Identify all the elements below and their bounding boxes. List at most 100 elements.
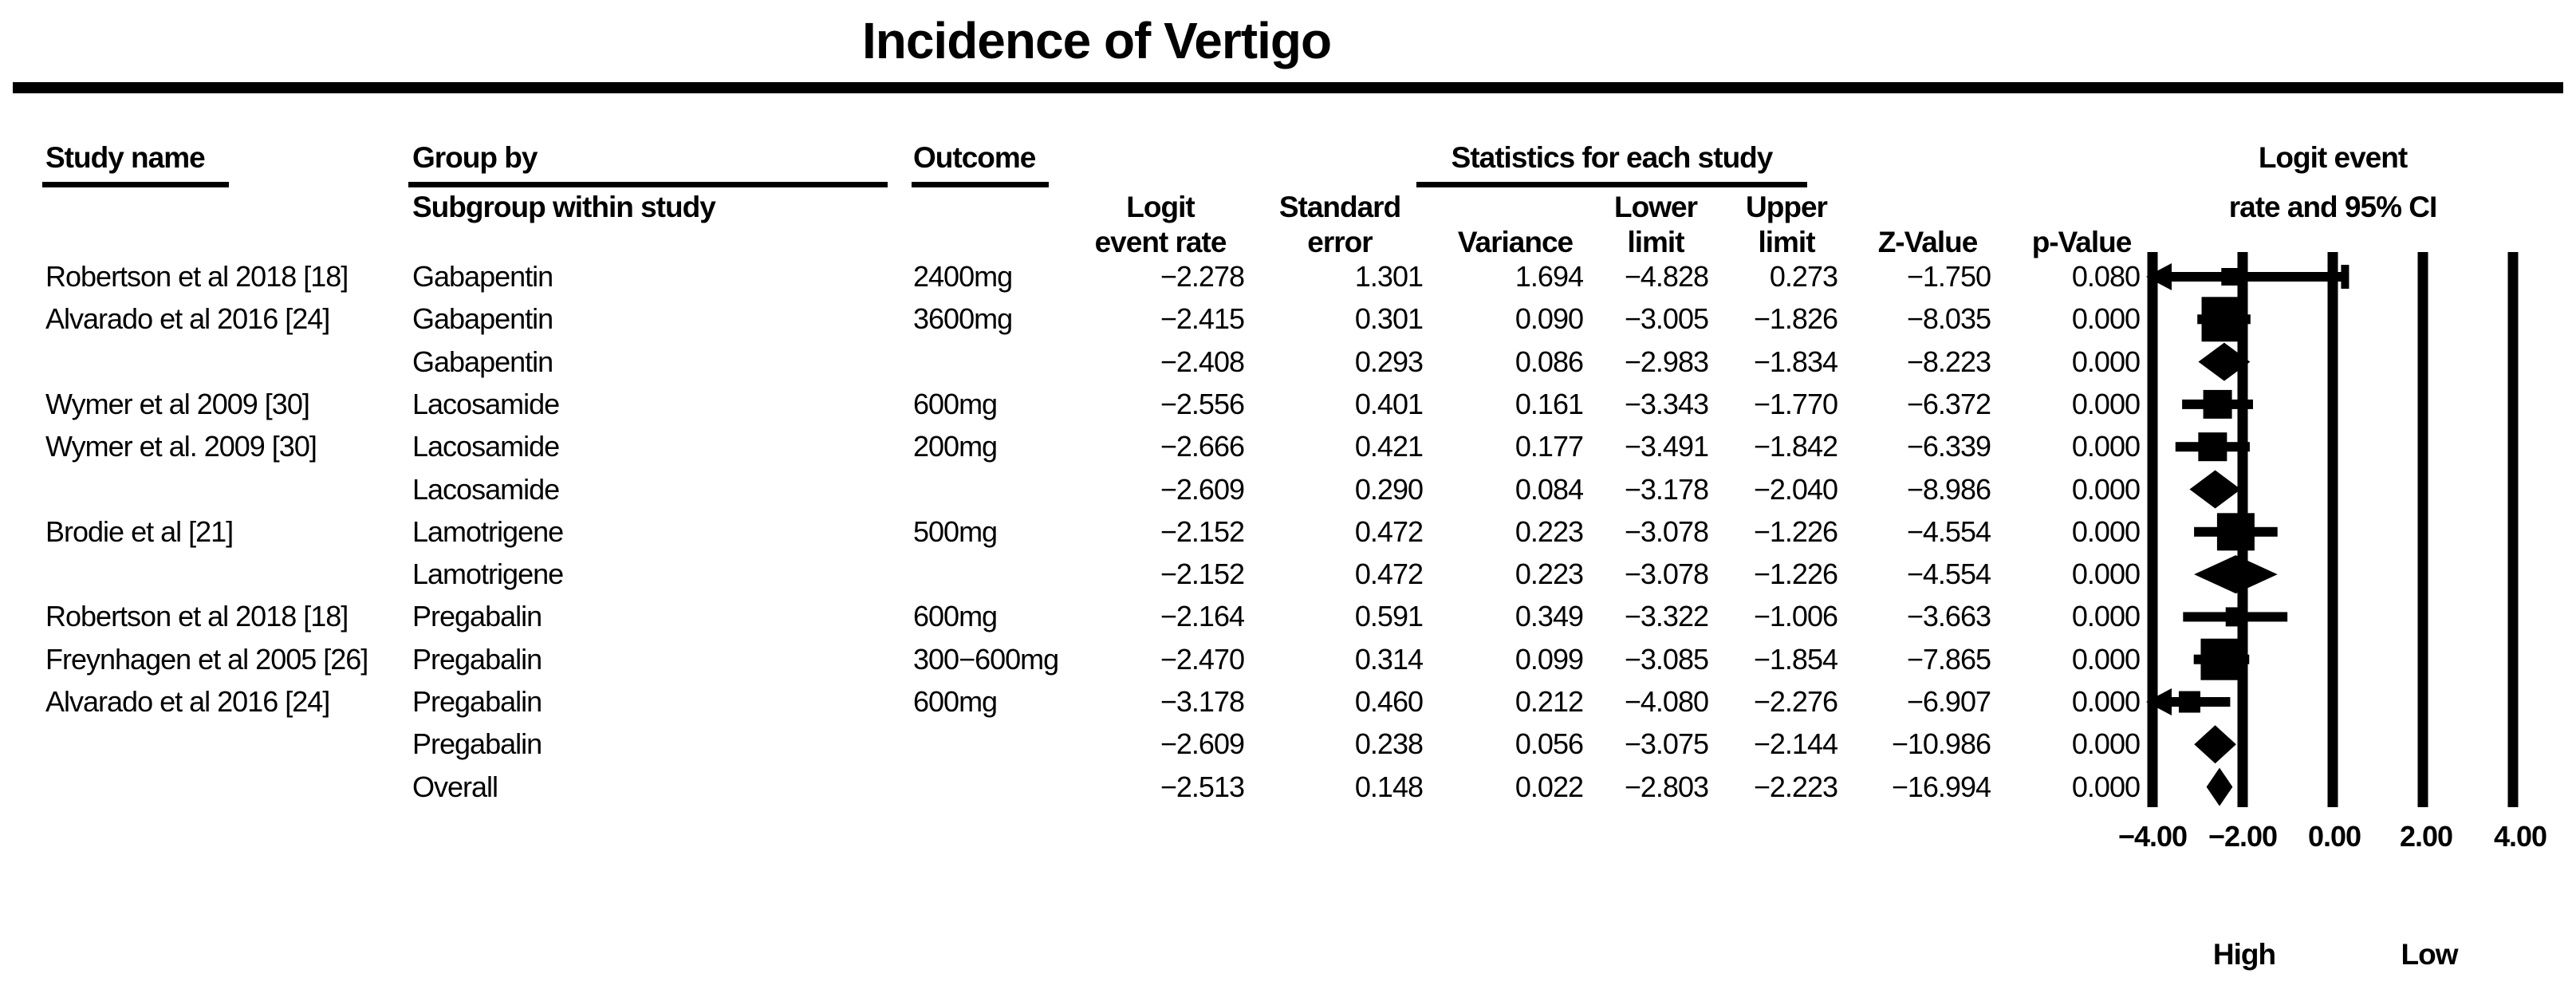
col-header-se-line2: error <box>1307 226 1373 258</box>
cell-z-value: −16.994 <box>1891 770 1991 803</box>
header-rule <box>13 82 2563 93</box>
study-name-underline <box>42 182 229 187</box>
effect-square <box>2201 297 2247 342</box>
effect-square <box>2198 432 2227 462</box>
cell-lower-limit: −3.078 <box>1624 514 1709 548</box>
cell-upper-limit: −1.834 <box>1753 345 1838 378</box>
cell-p-value: 0.000 <box>2071 514 2141 548</box>
cell-lower-limit: −3.075 <box>1624 727 1709 761</box>
cell-outcome: 200mg <box>913 430 998 463</box>
cell-variance: 0.090 <box>1514 302 1584 336</box>
cell-study-name: Robertson et al 2018 [18] <box>45 600 349 633</box>
cell-variance: 0.022 <box>1514 770 1584 803</box>
cell-logit-event-rate: −2.152 <box>1160 558 1245 591</box>
cell-group: Lacosamide <box>412 472 560 506</box>
cell-lower-limit: −4.080 <box>1624 685 1709 718</box>
cell-p-value: 0.000 <box>2071 727 2141 761</box>
cell-outcome: 500mg <box>913 514 998 548</box>
cell-upper-limit: −1.226 <box>1753 558 1838 591</box>
table-row: Robertson et al 2018 [18] Gabapentin 2400m… <box>0 260 2576 294</box>
cell-p-value: 0.000 <box>2071 387 2141 420</box>
statistics-underline <box>1416 182 1807 187</box>
cell-upper-limit: −2.144 <box>1753 727 1838 761</box>
cell-p-value: 0.000 <box>2071 685 2141 718</box>
cell-study-name: Brodie et al [21] <box>45 514 234 548</box>
overall-diamond <box>2206 767 2233 806</box>
cell-logit-event-rate: −2.470 <box>1160 642 1245 676</box>
cell-lower-limit: −2.983 <box>1624 345 1709 378</box>
col-header-se-line1: Standard <box>1278 191 1401 223</box>
cell-outcome: 300−600mg <box>913 642 1059 676</box>
cell-upper-limit: −1.226 <box>1753 514 1838 548</box>
effect-square <box>2203 389 2232 419</box>
cell-group: Gabapentin <box>412 302 553 336</box>
table-row: Lamotrigene −2.152 0.472 0.223 −3.078 −1.226 −… <box>0 558 2576 591</box>
cell-logit-event-rate: −2.164 <box>1160 600 1245 633</box>
ci-clipped-left-arrow <box>2146 688 2172 715</box>
cell-logit-event-rate: −2.609 <box>1160 727 1245 761</box>
effect-square <box>2225 607 2245 627</box>
cell-variance: 0.099 <box>1514 642 1584 676</box>
cell-lower-limit: −3.078 <box>1624 558 1709 591</box>
cell-upper-limit: −1.854 <box>1753 642 1838 676</box>
effect-square <box>2178 691 2200 713</box>
cell-standard-error: 0.401 <box>1354 387 1424 420</box>
cell-z-value: −4.554 <box>1906 514 1991 548</box>
cell-standard-error: 0.293 <box>1354 345 1424 378</box>
col-header-subgroup: Subgroup within study <box>412 191 716 223</box>
cell-p-value: 0.000 <box>2071 642 2141 676</box>
col-header-logit-line1: Logit <box>1126 191 1195 223</box>
cell-p-value: 0.000 <box>2071 302 2141 336</box>
cell-logit-event-rate: −2.666 <box>1160 430 1245 463</box>
cell-study-name: Wymer et al. 2009 [30] <box>45 430 317 463</box>
cell-group: Pregabalin <box>412 600 542 633</box>
cell-lower-limit: −3.491 <box>1624 430 1709 463</box>
cell-upper-limit: −2.276 <box>1753 685 1838 718</box>
table-row: Brodie et al [21] Lamotrigene 500mg −2.152 0… <box>0 515 2576 549</box>
table-row: Alvarado et al 2016 [24] Pregabalin 600mg −… <box>0 685 2576 719</box>
cell-standard-error: 0.238 <box>1354 727 1424 761</box>
cell-study-name: Wymer et al 2009 [30] <box>45 387 310 420</box>
pooled-diamond <box>2189 470 2241 509</box>
col-header-upper-line1: Upper <box>1746 191 1828 223</box>
ci-whisker <box>2153 272 2346 282</box>
col-header-statistics-group: Statistics for each study <box>1451 141 1774 174</box>
cell-outcome: 600mg <box>913 387 998 420</box>
cell-standard-error: 0.314 <box>1354 642 1424 676</box>
col-header-logit-line2: event rate <box>1094 226 1227 258</box>
cell-lower-limit: −3.178 <box>1624 472 1709 506</box>
effect-square <box>2216 513 2255 551</box>
direction-label-high: High <box>2212 938 2276 971</box>
col-header-lower-line2: limit <box>1627 226 1684 258</box>
axis-tick-label: −2.00 <box>2208 820 2278 853</box>
outcome-underline <box>912 182 1049 187</box>
cell-variance: 0.349 <box>1514 600 1584 633</box>
axis-gridline <box>2507 252 2519 807</box>
cell-variance: 0.223 <box>1514 558 1584 591</box>
cell-z-value: −6.339 <box>1906 430 1991 463</box>
cell-upper-limit: −2.223 <box>1753 770 1838 803</box>
cell-outcome: 600mg <box>913 685 998 718</box>
cell-upper-limit: −1.770 <box>1753 387 1838 420</box>
cell-group: Lamotrigene <box>412 514 564 548</box>
cell-lower-limit: −3.005 <box>1624 302 1709 336</box>
cell-lower-limit: −2.803 <box>1624 770 1709 803</box>
cell-group: Pregabalin <box>412 727 542 761</box>
cell-variance: 1.694 <box>1514 260 1584 293</box>
cell-p-value: 0.000 <box>2071 472 2141 506</box>
cell-variance: 0.084 <box>1514 472 1584 506</box>
cell-upper-limit: −1.842 <box>1753 430 1838 463</box>
cell-logit-event-rate: −2.556 <box>1160 387 1245 420</box>
cell-group: Lacosamide <box>412 430 560 463</box>
cell-z-value: −8.986 <box>1906 472 1991 506</box>
cell-standard-error: 0.301 <box>1354 302 1424 336</box>
cell-p-value: 0.000 <box>2071 600 2141 633</box>
cell-group: Lacosamide <box>412 387 560 420</box>
cell-logit-event-rate: −2.513 <box>1160 770 1245 803</box>
cell-study-name: Alvarado et al 2016 [24] <box>45 685 330 718</box>
col-header-z-value: Z-Value <box>1877 226 1979 258</box>
table-row: Gabapentin −2.408 0.293 0.086 −2.983 −1.834 −8… <box>0 345 2576 379</box>
cell-z-value: −1.750 <box>1906 260 1991 293</box>
table-row: Wymer et al 2009 [30] Lacosamide 600mg −2.5… <box>0 388 2576 421</box>
